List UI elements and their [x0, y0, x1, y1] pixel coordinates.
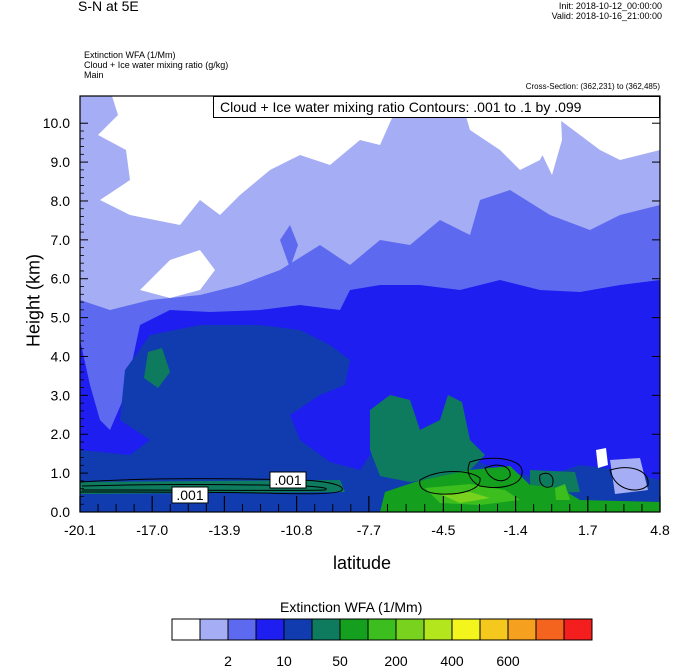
y-tick-label: 0.0 — [51, 504, 71, 520]
colorbar-swatch — [255, 618, 285, 641]
contour-label-group: .001 .001 — [171, 471, 307, 504]
colorbar-tick-label: 400 — [440, 653, 464, 668]
colorbar-swatch — [171, 618, 201, 641]
x-axis-label: latitude — [333, 553, 392, 573]
field-2: Cloud + Ice water mixing ratio (g/kg) — [84, 60, 229, 70]
y-tick-label: 7.0 — [51, 232, 71, 248]
contour-legend-text: Cloud + Ice water mixing ratio Contours:… — [220, 99, 582, 115]
colorbar-tick-label: 10 — [276, 653, 292, 668]
x-tick-label: -1.4 — [504, 522, 528, 538]
cross-section-label: Cross-Section: (362,231) to (362,485) — [525, 82, 660, 91]
colorbar-tick-label: 200 — [384, 653, 408, 668]
y-tick-label: 3.0 — [51, 387, 71, 403]
colorbar-swatch — [367, 618, 397, 641]
colorbar-swatch — [227, 618, 257, 641]
contour-label-box-2 — [171, 486, 209, 504]
contour-legend: Cloud + Ice water mixing ratio Contours:… — [213, 96, 660, 118]
x-tick-label: -13.9 — [208, 522, 240, 538]
field-3: Main — [84, 70, 104, 80]
x-tick-label: -10.8 — [281, 522, 313, 538]
contour-label-2: .001 — [176, 487, 203, 503]
y-tick-label: 2.0 — [51, 426, 71, 442]
x-tick-label: -4.5 — [431, 522, 455, 538]
y-tick-label: 9.0 — [51, 154, 71, 170]
colorbar-swatch — [395, 618, 425, 641]
shaded-field — [80, 96, 660, 512]
y-tick-label: 1.0 — [51, 465, 71, 481]
colorbar-swatch — [479, 618, 509, 641]
y-axis-label: Height (km) — [23, 254, 44, 348]
y-tick-label: 8.0 — [51, 193, 71, 209]
field-1: Extinction WFA (1/Mm) — [84, 50, 176, 60]
field-description: Extinction WFA (1/Mm) Cloud + Ice water … — [84, 50, 228, 80]
colorbar-swatch — [451, 618, 481, 641]
y-tick-label: 10.0 — [43, 115, 70, 131]
y-tick-label: 6.0 — [51, 271, 71, 287]
init-time: Init: 2018-10-12_00:00:00 — [558, 1, 662, 11]
colorbar-swatch — [563, 618, 593, 641]
colorbar-swatch — [339, 618, 369, 641]
colorbar-swatch — [535, 618, 565, 641]
y-tick-label: 4.0 — [51, 348, 71, 364]
contour-label-1: .001 — [274, 472, 301, 488]
x-tick-label: -17.0 — [136, 522, 168, 538]
colorbar-tick-label: 50 — [332, 653, 348, 668]
colorbar-title: Extinction WFA (1/Mm) — [280, 599, 423, 615]
x-tick-label: 1.7 — [578, 522, 598, 538]
valid-time: Valid: 2018-10-16_21:00:00 — [551, 11, 662, 21]
x-axis: -20.1 -17.0 -13.9 -10.8 -7.7 -4.5 -1.4 1.7 4.8 — [64, 496, 670, 538]
colorbar-swatch — [199, 618, 229, 641]
colorbar-tick-label: 600 — [496, 653, 520, 668]
contour-label-box-1 — [269, 471, 307, 489]
colorbar-tick-label: 2 — [224, 653, 232, 668]
colorbar: 2 10 50 200 400 600 — [171, 618, 593, 668]
x-tick-label: -20.1 — [64, 522, 96, 538]
time-info: Init: 2018-10-12_00:00:00 Valid: 2018-10… — [552, 1, 662, 21]
x-tick-label: -7.7 — [357, 522, 381, 538]
x-tick-label: 4.8 — [650, 522, 670, 538]
y-tick-label: 5.0 — [51, 310, 71, 326]
colorbar-swatch — [311, 618, 341, 641]
colorbar-swatch — [423, 618, 453, 641]
colorbar-swatch — [283, 618, 313, 641]
y-axis: 0.0 1.0 2.0 3.0 4.0 5.0 6.0 7.0 8.0 9.0 10.0 — [43, 115, 660, 520]
contour-lines — [80, 457, 649, 495]
colorbar-swatch — [507, 618, 537, 641]
plot-title: S-N at 5E — [78, 0, 139, 14]
